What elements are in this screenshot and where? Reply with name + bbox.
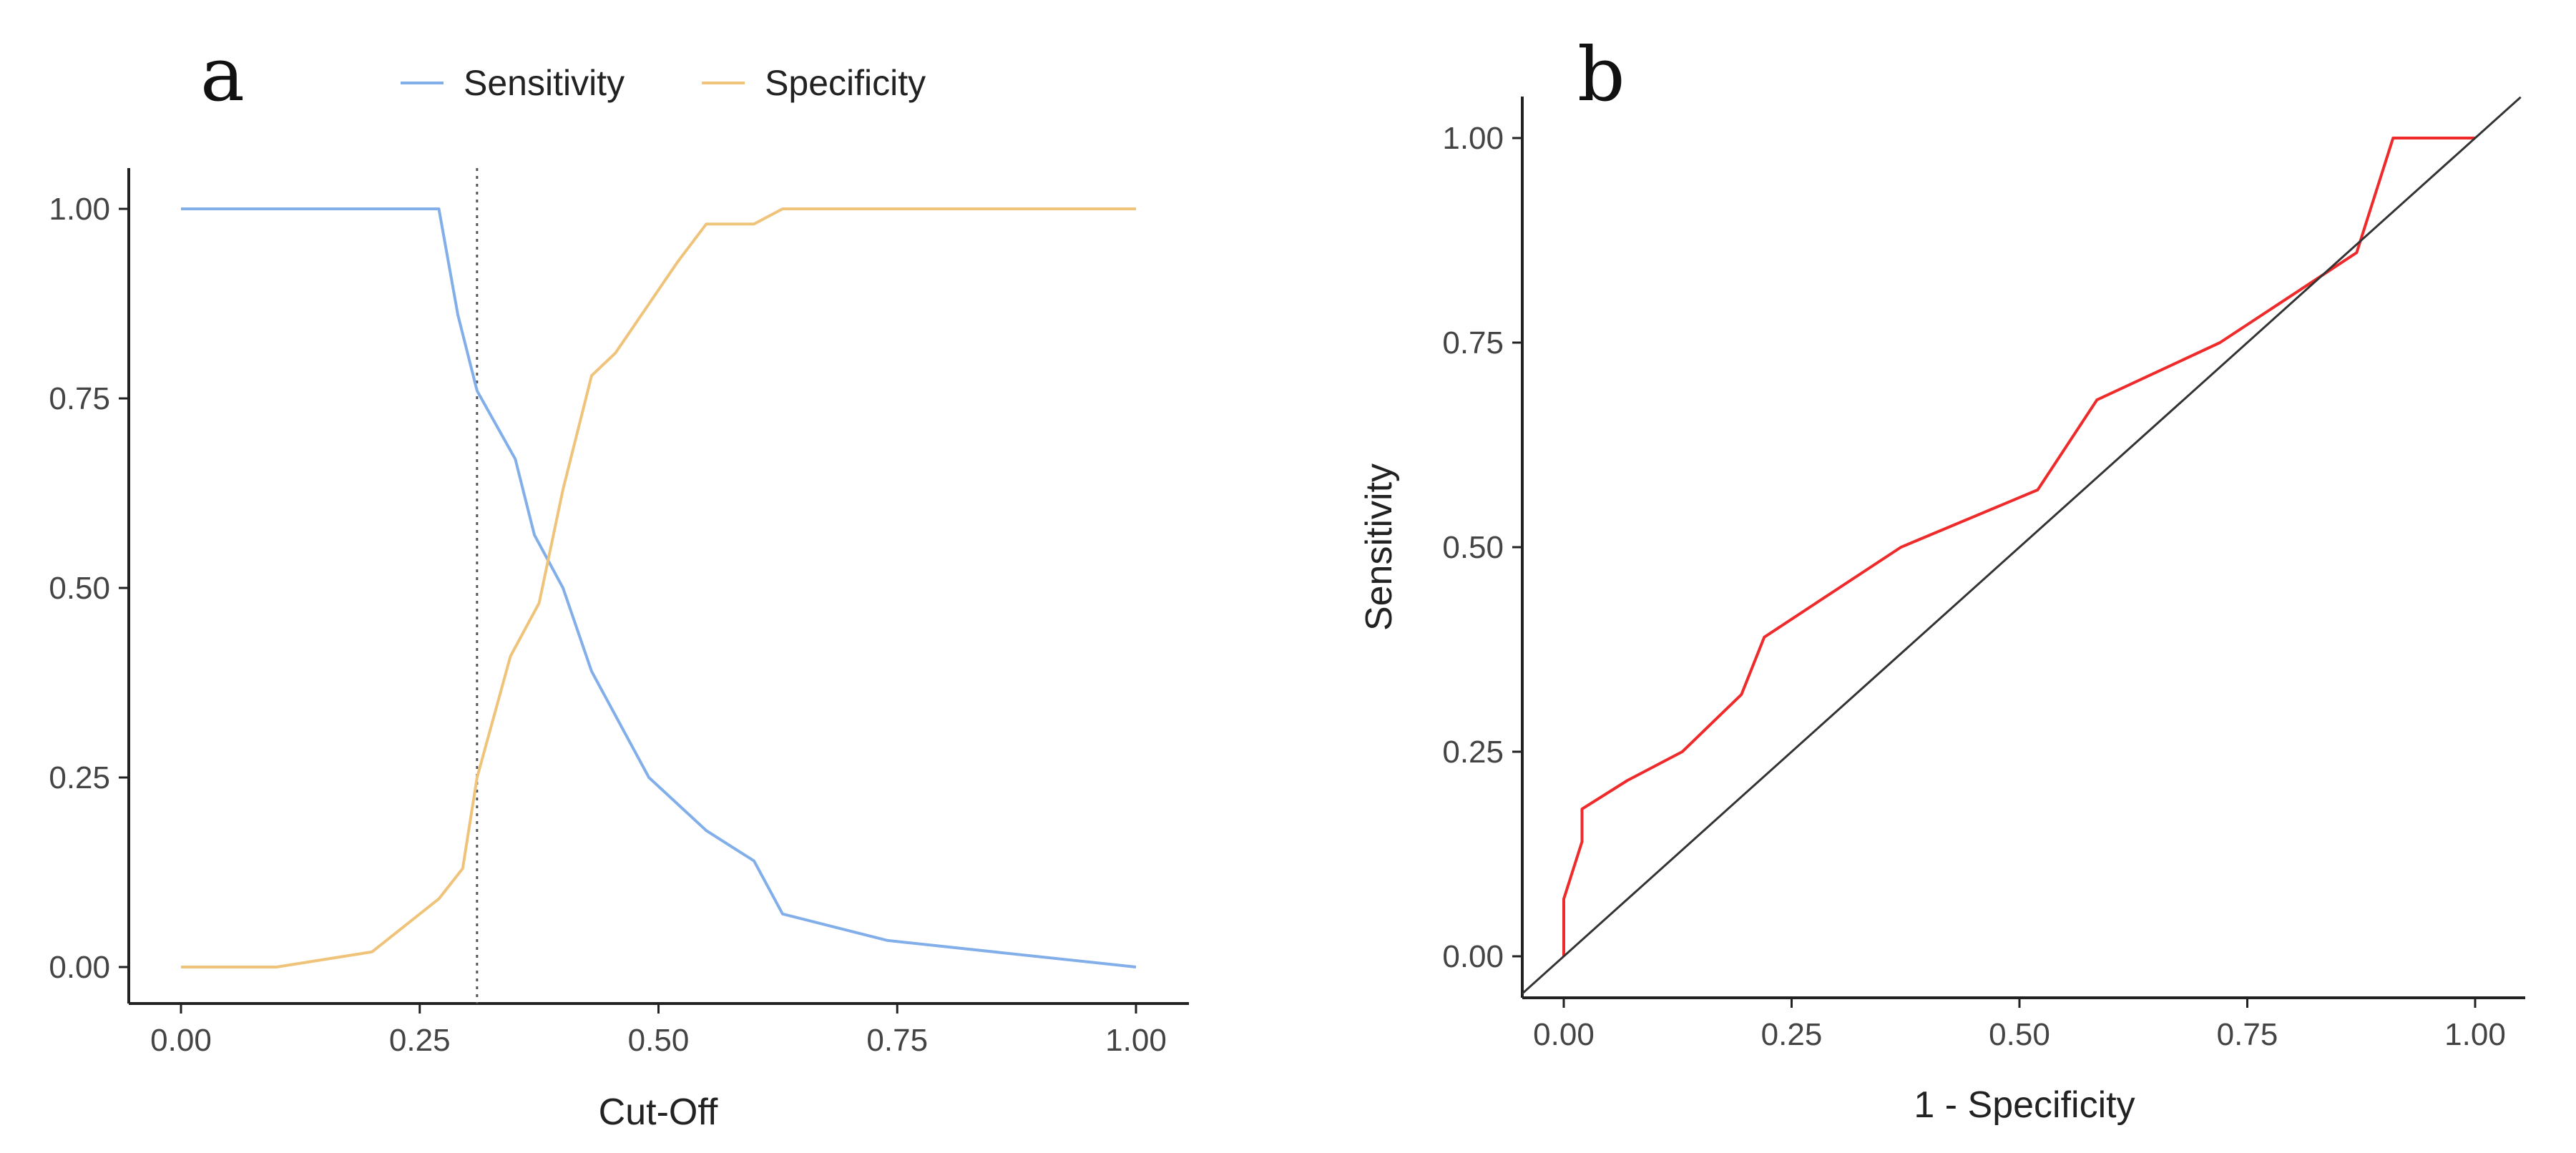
x-tick-label: 1.00 [2444, 1017, 2506, 1052]
reference-diagonal-line [1522, 97, 2522, 996]
x-axis-title: Cut-Off [599, 1091, 718, 1133]
y-tick-label: 0.25 [49, 760, 110, 795]
x-tick-label: 0.50 [628, 1023, 690, 1058]
specificity-line [181, 207, 1136, 968]
y-axis-title: Sensitivity [1358, 463, 1400, 631]
y-tick-label: 1.00 [49, 192, 110, 227]
x-tick-label: 0.00 [1533, 1017, 1595, 1052]
chart-panel-a: a 0.00 0.25 0.50 0.75 1.00 0.00 0.25 0.50 0.75 1.0… [49, 31, 1189, 1133]
x-tick-label: 0.00 [150, 1023, 212, 1058]
x-tick-label: 0.25 [1761, 1017, 1823, 1052]
x-axis-title: 1 - Specificity [1914, 1084, 2135, 1126]
y-tick-label: 1.00 [1442, 121, 1504, 156]
sensitivity-line [181, 207, 1137, 968]
x-tick-label: 0.25 [389, 1023, 451, 1058]
x-tick-label: 1.00 [1105, 1023, 1167, 1058]
x-tick-label: 0.50 [1989, 1017, 2050, 1052]
legend-label-sensitivity: Sensitivity [464, 63, 625, 103]
y-tick-label: 0.50 [49, 571, 110, 606]
chart-panel-b: b 0.00 0.25 0.50 0.75 1.00 0.00 0.25 0.50 0.75 1.0… [1358, 31, 2525, 1126]
x-tick-label: 0.75 [2217, 1017, 2278, 1052]
y-tick-label: 0.75 [49, 381, 110, 416]
panel-letter-a: a [200, 31, 245, 118]
series-group [181, 207, 1137, 968]
y-tick-label: 0.25 [1442, 735, 1504, 770]
series-group [1522, 97, 2522, 996]
panel-letter-b: b [1577, 31, 1625, 118]
y-tick-label: 0.75 [1442, 325, 1504, 360]
x-tick-label: 0.75 [866, 1023, 928, 1058]
roc-curve-line [1562, 137, 2475, 956]
y-tick-label: 0.00 [1442, 939, 1504, 974]
y-tick-label: 0.50 [1442, 530, 1504, 565]
y-tick-label: 0.00 [49, 950, 110, 985]
legend-label-specificity: Specificity [765, 63, 926, 103]
